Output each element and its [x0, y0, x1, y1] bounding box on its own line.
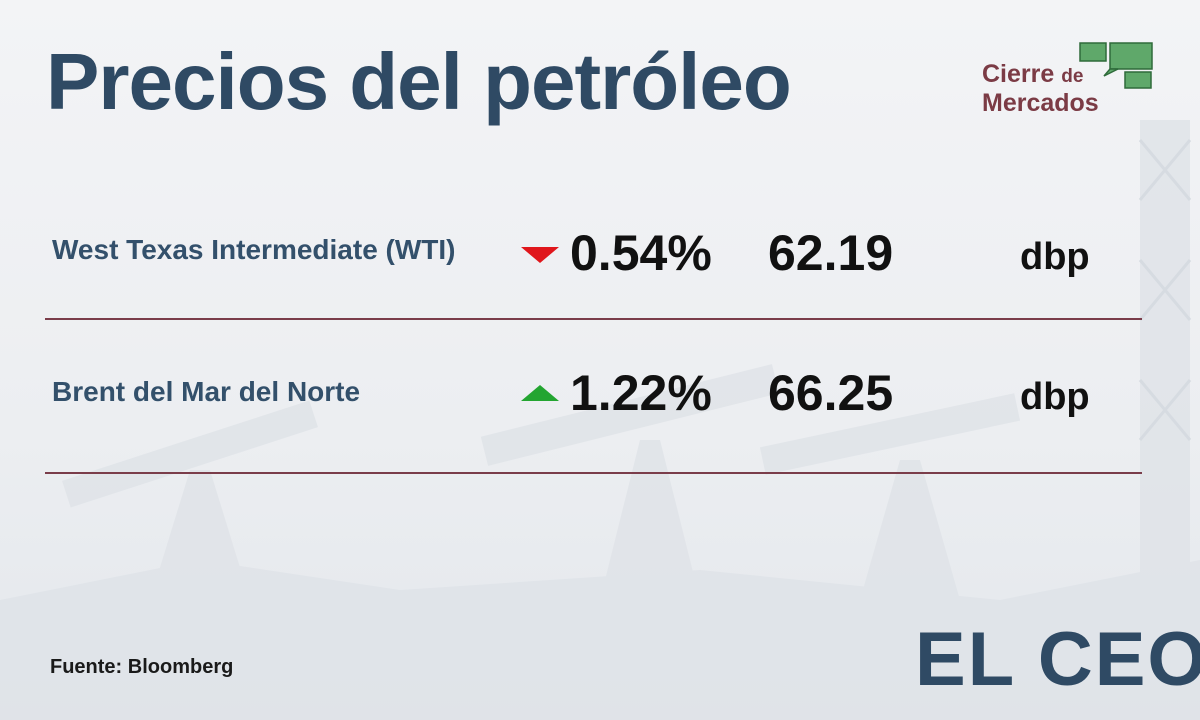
row-change: 0.54%: [570, 225, 712, 281]
row-price: 62.19: [768, 225, 894, 281]
row-name: Brent del Mar del Norte: [52, 376, 361, 407]
up-arrow: [521, 385, 559, 401]
logo-word: de: [1061, 66, 1084, 87]
logo-text: Cierre de: [982, 60, 1083, 89]
row-unit: dbp: [1020, 236, 1090, 278]
row-name: West Texas Intermediate (WTI): [52, 234, 456, 265]
row-unit: dbp: [1020, 376, 1090, 418]
brand: EL CEO: [915, 617, 1200, 702]
title: Precios del petróleo: [46, 37, 792, 126]
down-arrow: [521, 247, 559, 263]
row-change: 1.22%: [570, 365, 712, 421]
source: Fuente: Bloomberg: [50, 656, 234, 678]
logo-text: Mercados: [982, 89, 1099, 117]
divider: [45, 318, 1142, 320]
logo-word: Cierre: [982, 60, 1055, 88]
row-price: 66.25: [768, 365, 894, 421]
divider: [45, 472, 1142, 474]
